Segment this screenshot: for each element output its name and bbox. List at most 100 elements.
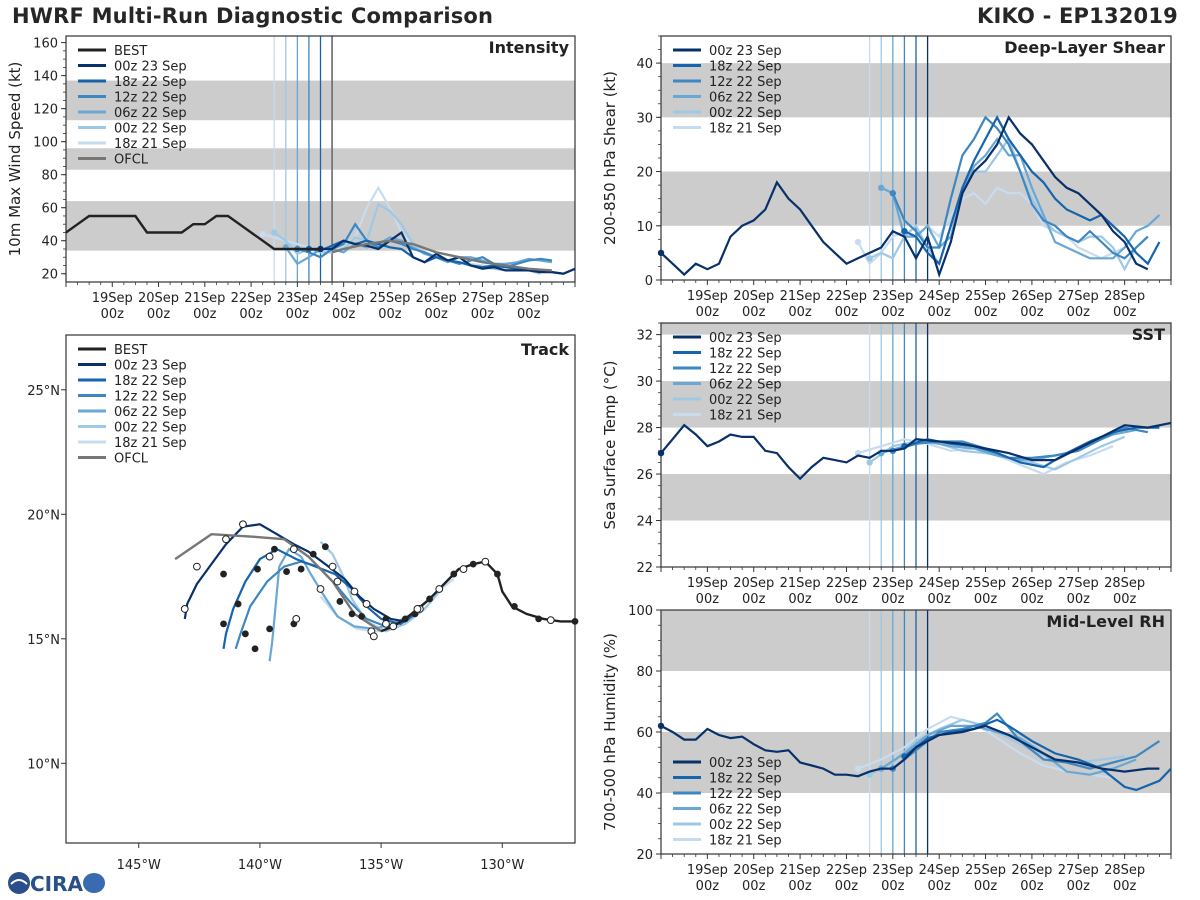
track-marker-filled — [283, 568, 290, 575]
track-marker-filled — [309, 550, 317, 558]
best-marker-open — [459, 565, 468, 573]
panel-title: Track — [521, 340, 569, 359]
legend-label: 00z 22 Sep — [114, 122, 187, 137]
x-tick-day-label: 19Sep — [687, 863, 728, 878]
x-tick-day-label: 28Sep — [1104, 289, 1145, 304]
track-marker-open — [180, 605, 189, 613]
x-tick-day-label: 27Sep — [1058, 576, 1099, 591]
x-tick-hour-label: 00z — [974, 879, 998, 894]
y-tick-label: 20°N — [27, 508, 60, 523]
x-tick-hour-label: 00z — [696, 592, 720, 607]
legend-label: 18z 21 Sep — [114, 137, 187, 152]
best-marker-open — [435, 585, 444, 593]
panel-title: Deep-Layer Shear — [1004, 38, 1165, 57]
legend-label: 00z 23 Sep — [114, 60, 187, 75]
track-marker-open — [239, 520, 247, 529]
run-start-marker — [657, 249, 665, 257]
x-tick-hour-label: 00z — [1067, 879, 1091, 894]
x-tick-hour-label: 00z — [696, 305, 720, 320]
run-start-marker — [901, 228, 908, 235]
legend-label: 00z 23 Sep — [709, 44, 782, 59]
track-marker-open — [222, 535, 230, 544]
x-tick-hour-label: 00z — [881, 305, 905, 320]
y-tick-label: 28 — [636, 422, 653, 437]
x-tick-day-label: 26Sep — [1011, 289, 1052, 304]
x-tick-day-label: 27Sep — [1058, 289, 1099, 304]
x-tick-hour-label: 00z — [517, 307, 541, 322]
y-tick-label: 25°N — [27, 384, 60, 399]
legend-label: 12z 22 Sep — [114, 91, 187, 106]
x-tick-hour-label: 00z — [239, 307, 263, 322]
run-line — [660, 724, 1160, 778]
x-tick-hour-label: 00z — [1113, 305, 1137, 320]
y-tick-label: 40 — [636, 57, 653, 72]
x-tick-day-label: 20Sep — [733, 863, 774, 878]
best-marker-filled — [494, 570, 501, 578]
x-tick-day-label: 26Sep — [416, 291, 457, 306]
y-tick-label: 20 — [636, 848, 653, 863]
panel-title: Mid-Level RH — [1046, 612, 1165, 631]
run-start-marker — [271, 229, 278, 236]
x-tick-hour-label: 00z — [332, 307, 356, 322]
panel-rh: 2040608010019Sep00z20Sep00z21Sep00z22Sep… — [601, 604, 1172, 894]
legend-label: 06z 22 Sep — [114, 405, 187, 420]
legend-label: 12z 22 Sep — [709, 787, 782, 802]
y-tick-label: 60 — [636, 726, 653, 741]
track-marker-filled — [266, 625, 273, 633]
run-start-marker — [889, 190, 897, 197]
x-tick-day-label: 21Sep — [780, 576, 821, 591]
track-marker-filled — [241, 630, 249, 638]
x-tick-day-label: 24Sep — [323, 291, 364, 306]
run-start-marker — [866, 459, 873, 466]
x-tick-hour-label: 00z — [742, 592, 766, 607]
storm-id-title: KIKO - EP132019 — [976, 4, 1178, 28]
y-axis-label: 200-850 hPa Shear (kt) — [601, 71, 619, 245]
y-tick-label: 24 — [636, 515, 653, 530]
track-marker-filled — [220, 620, 227, 628]
run-start-marker — [854, 765, 862, 772]
best-marker-filled — [535, 615, 543, 623]
x-tick-hour-label: 00z — [927, 592, 951, 607]
x-tick-day-label: 28Sep — [1104, 576, 1145, 591]
run-start-marker — [259, 230, 266, 238]
panel-sst: 22242628303219Sep00z20Sep00z21Sep00z22Se… — [601, 322, 1172, 607]
legend-label: 18z 21 Sep — [709, 409, 782, 424]
cira-logo: CIRA — [8, 872, 105, 896]
y-tick-label: 26 — [636, 468, 653, 483]
x-tick-hour-label: 00z — [424, 307, 448, 322]
x-tick-label: 130°W — [480, 858, 524, 873]
logo-globe-icon — [8, 872, 30, 894]
x-tick-day-label: 25Sep — [965, 863, 1006, 878]
x-tick-day-label: 21Sep — [780, 863, 821, 878]
y-tick-label: 80 — [636, 665, 653, 680]
track-marker-filled — [271, 545, 278, 553]
best-marker-open — [481, 557, 490, 566]
track-marker-open — [265, 552, 274, 561]
best-line — [65, 214, 321, 251]
x-tick-hour-label: 00z — [1067, 592, 1091, 607]
best-marker-filled — [571, 617, 579, 625]
x-tick-hour-label: 00z — [1113, 592, 1137, 607]
track-marker-open — [369, 632, 378, 641]
y-tick-label: 140 — [33, 70, 58, 85]
y-tick-label: 20 — [41, 268, 58, 283]
best-marker-filled — [401, 615, 409, 623]
x-tick-day-label: 23Sep — [277, 291, 318, 306]
logo-text: CIRA — [30, 872, 84, 896]
run-line — [262, 185, 518, 270]
x-tick-day-label: 19Sep — [687, 289, 728, 304]
track-marker-filled — [336, 598, 344, 605]
track-marker-open — [382, 619, 390, 628]
y-axis-label: Sea Surface Temp (°C) — [601, 360, 619, 529]
logo-badge-icon — [83, 873, 105, 893]
y-tick-label: 30 — [636, 375, 653, 390]
legend-label: BEST — [114, 343, 147, 358]
panel-track: 145°W 140°W 135°W 130°W 10°N 15°N 20°N 25°N Trac… — [27, 334, 579, 873]
legend-label: 00z 22 Sep — [709, 818, 782, 833]
x-tick-day-label: 20Sep — [138, 291, 179, 306]
x-tick-day-label: 24Sep — [919, 576, 960, 591]
y-tick-label: 100 — [33, 136, 58, 151]
legend-label: 18z 22 Sep — [709, 347, 782, 362]
legend-label: 00z 23 Sep — [709, 756, 782, 771]
run-start-marker — [657, 722, 665, 730]
